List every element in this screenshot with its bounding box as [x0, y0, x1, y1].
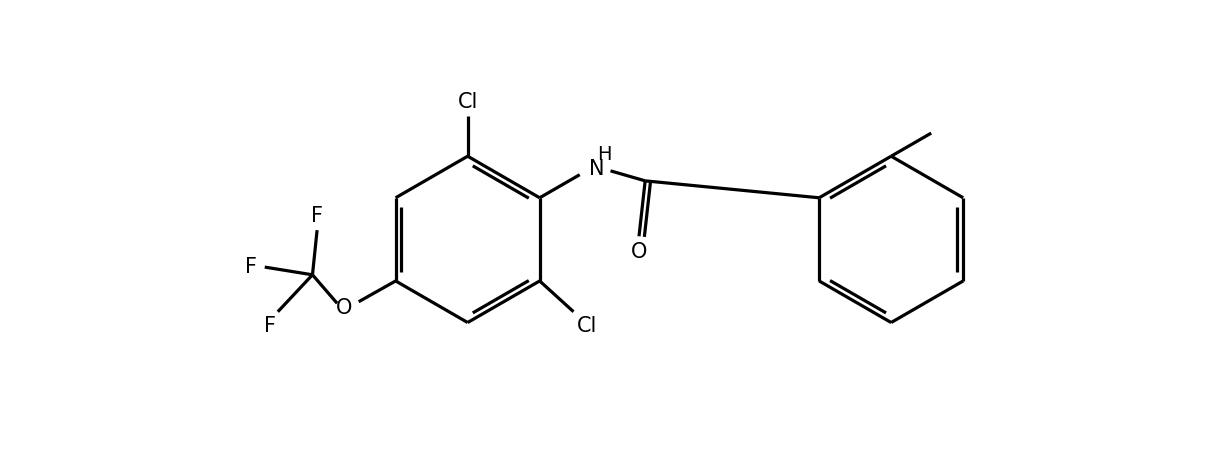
Text: Cl: Cl [457, 91, 478, 111]
Text: O: O [336, 298, 352, 318]
Text: F: F [264, 316, 276, 337]
Text: F: F [312, 206, 323, 226]
Text: O: O [631, 242, 648, 262]
Text: F: F [244, 257, 257, 277]
Text: H: H [598, 145, 611, 164]
Text: Cl: Cl [577, 316, 598, 336]
Text: N: N [589, 158, 605, 179]
